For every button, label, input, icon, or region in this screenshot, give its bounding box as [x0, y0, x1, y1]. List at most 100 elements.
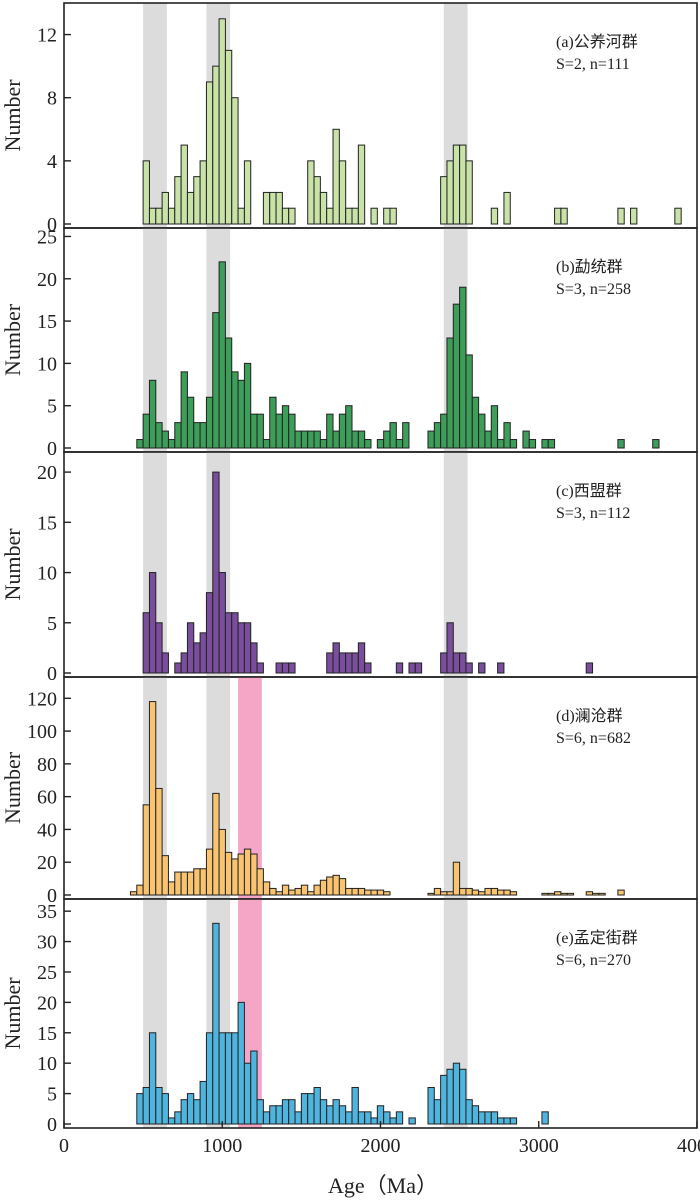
histogram-bar	[652, 439, 660, 449]
histogram-bar	[332, 1099, 340, 1125]
histogram-bar	[490, 887, 499, 896]
histogram-bar	[231, 371, 239, 449]
panel-stats: S=3, n=112	[556, 505, 630, 522]
histogram-bar	[528, 439, 537, 449]
histogram-bar	[408, 662, 416, 674]
histogram-bar	[199, 1080, 207, 1125]
histogram-bar	[522, 430, 530, 449]
histogram-bar	[237, 207, 245, 225]
histogram-bar	[180, 144, 188, 225]
x-axis-title: Age（Ma）	[328, 1173, 438, 1198]
y-tick-label: 10	[37, 353, 57, 375]
histogram-bar	[136, 884, 144, 896]
histogram-bar	[237, 1001, 245, 1125]
histogram-bar	[383, 891, 391, 896]
histogram-bar	[174, 176, 182, 225]
histogram-bar	[148, 379, 157, 449]
histogram-bar	[459, 286, 467, 449]
histogram-bar	[408, 1117, 416, 1125]
histogram-bar	[167, 881, 176, 896]
histogram-bar	[193, 642, 201, 674]
histogram-bar	[269, 191, 277, 225]
histogram-bar	[465, 160, 473, 225]
histogram-bar	[288, 889, 296, 896]
histogram-bar	[376, 439, 385, 449]
histogram-bar	[560, 892, 568, 896]
y-tick-label: 40	[37, 819, 57, 841]
histogram-bar	[541, 1111, 549, 1125]
y-tick-label: 4	[47, 151, 57, 173]
histogram-bar	[345, 207, 353, 225]
histogram-bar	[357, 1111, 366, 1125]
histogram-bar	[617, 439, 625, 449]
histogram-bar	[231, 858, 239, 896]
histogram-bar	[319, 879, 328, 896]
histogram-bar	[212, 471, 220, 674]
histogram-bar	[357, 642, 366, 674]
histogram-bar	[452, 1062, 461, 1125]
histogram-bar	[307, 160, 315, 225]
histogram-bar	[383, 1111, 391, 1125]
histogram-bar	[598, 892, 606, 896]
histogram-bar	[250, 413, 258, 449]
histogram-bar	[471, 1105, 480, 1125]
histogram-bar	[364, 1111, 372, 1125]
histogram-bar	[370, 889, 378, 896]
histogram-bar	[224, 337, 233, 449]
histogram-bar	[212, 922, 220, 1125]
panel-b: 0 5 10 15 20 25 Number (b)勐统群 S=3, n=258	[0, 226, 698, 460]
histogram-bar	[414, 662, 423, 674]
histogram-bar	[167, 439, 176, 449]
histogram-bar	[300, 430, 309, 449]
histogram-bar	[585, 891, 594, 896]
histogram-bar	[199, 868, 207, 896]
histogram-bar	[243, 848, 252, 896]
y-tick-label: 5	[47, 613, 57, 635]
histogram-bar	[167, 1117, 176, 1125]
histogram-bar	[547, 439, 556, 449]
histogram-bar	[199, 160, 207, 225]
histogram-bar	[275, 191, 283, 225]
histogram-bar	[452, 861, 461, 896]
histogram-bar	[218, 828, 226, 896]
histogram-bar	[446, 1068, 454, 1125]
histogram-panels: 0 4 8 12 Number (a)公养河群 S=2, n=111 0 5 10 15 20 25 Nu…	[0, 2, 698, 1136]
histogram-bar	[433, 887, 442, 896]
histogram-bar	[256, 662, 264, 674]
histogram-bar	[224, 851, 233, 896]
histogram-bar	[319, 191, 328, 225]
y-tick-label: 100	[27, 721, 57, 743]
histogram-bar	[212, 65, 220, 225]
histogram-bar	[319, 1099, 328, 1125]
histogram-bar	[161, 855, 169, 896]
histogram-bar	[161, 652, 169, 674]
histogram-bar	[294, 887, 302, 896]
histogram-bar	[155, 1087, 163, 1125]
y-axis-title: Number	[0, 79, 25, 152]
histogram-bar	[465, 354, 473, 449]
histogram-bar	[541, 892, 549, 896]
y-tick-label: 20	[37, 269, 57, 291]
histogram-bar	[440, 1074, 448, 1125]
histogram-bar	[395, 662, 404, 674]
y-tick-label: 10	[37, 1053, 57, 1075]
histogram-bar	[262, 881, 271, 896]
histogram-bar	[351, 430, 359, 449]
histogram-bar	[465, 1099, 473, 1125]
histogram-bar	[478, 413, 486, 449]
histogram-bar	[300, 1093, 309, 1125]
histogram-bar	[313, 430, 321, 449]
histogram-bar	[186, 871, 195, 896]
histogram-bar	[617, 207, 625, 225]
histogram-bar	[452, 652, 461, 674]
histogram-bar	[459, 144, 467, 225]
y-axis-title: Number	[0, 977, 25, 1050]
histogram-bar	[497, 889, 505, 896]
histogram-bar	[231, 1032, 239, 1125]
y-tick-label: 60	[37, 787, 57, 809]
histogram-bar	[161, 1093, 169, 1125]
histogram-bar	[465, 887, 473, 896]
histogram-bar	[459, 887, 467, 896]
histogram-bar	[326, 413, 334, 449]
y-tick-label: 20	[37, 992, 57, 1014]
